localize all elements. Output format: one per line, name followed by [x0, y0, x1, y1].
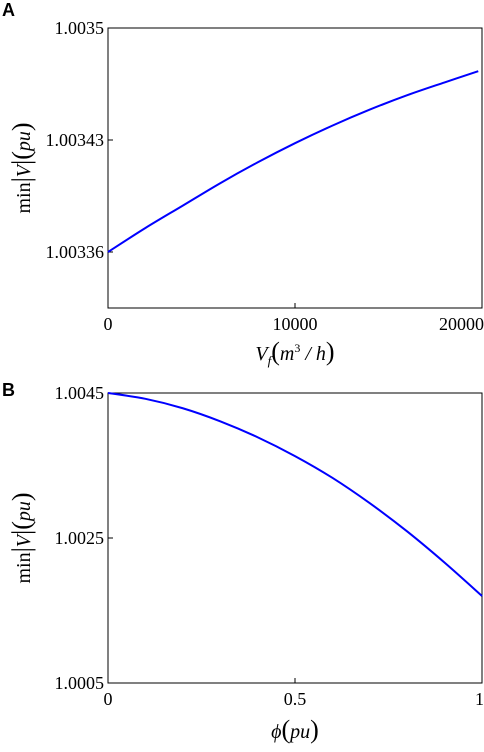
y-axis-label-b: min|V|(pu) — [7, 492, 36, 583]
plot-frame-a — [107, 27, 483, 309]
series-line-b — [107, 392, 483, 597]
x-tick-label-a-2: 20000 — [439, 314, 484, 334]
axis-ticks-a — [107, 27, 483, 308]
panel-letter-b: B — [2, 380, 15, 400]
axis-ticks-b — [107, 392, 483, 684]
x-tick-label-a-1: 10000 — [273, 314, 318, 334]
tick-labels-b: 0 0.5 1 1.0045 1.0025 1.0005 — [55, 383, 484, 709]
y-tick-label-b-0: 1.0045 — [55, 383, 105, 403]
x-axis-label-a: Vf(m3 / h) — [255, 337, 334, 368]
y-tick-label-b-1: 1.0025 — [55, 528, 105, 548]
x-tick-label-a-0: 0 — [104, 314, 113, 334]
y-tick-label-a-2: 1.0035 — [55, 18, 105, 38]
tick-labels-a: 0 10000 20000 1.00336 1.00343 1.0035 — [46, 18, 484, 334]
x-tick-label-b-2: 1 — [475, 689, 484, 709]
y-tick-label-a-0: 1.00336 — [46, 242, 105, 262]
x-axis-label-b: ϕ(pu) — [271, 715, 319, 744]
y-tick-label-b-2: 1.0005 — [55, 673, 105, 693]
y-axis-label-a: min|V|(pu) — [7, 122, 36, 213]
x-tick-label-b-0: 0 — [104, 689, 113, 709]
chart-panel-a: A 0 10000 20000 1.00336 1.00343 1.0035 Vf(m3 … — [2, 0, 484, 368]
y-tick-label-a-1: 1.00343 — [46, 130, 105, 150]
series-line-a — [107, 70, 479, 253]
panel-letter-a: A — [2, 0, 15, 20]
chart-panel-b: B 0 0.5 1 1.0045 1.0025 1.0005 ϕ(pu) min|V|(p… — [2, 380, 484, 744]
x-tick-label-b-1: 0.5 — [284, 689, 307, 709]
plot-frame-b — [107, 392, 483, 684]
